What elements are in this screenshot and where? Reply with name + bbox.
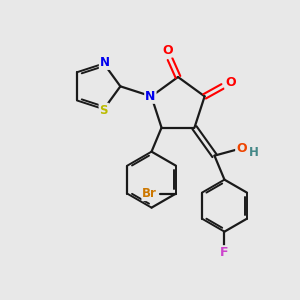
Text: N: N: [145, 90, 156, 103]
Text: N: N: [100, 56, 110, 69]
Text: O: O: [225, 76, 236, 89]
Text: S: S: [100, 104, 108, 117]
Text: H: H: [248, 146, 258, 159]
Text: F: F: [220, 246, 229, 259]
Text: O: O: [236, 142, 247, 155]
Text: O: O: [163, 44, 173, 56]
Text: Br: Br: [142, 187, 157, 200]
